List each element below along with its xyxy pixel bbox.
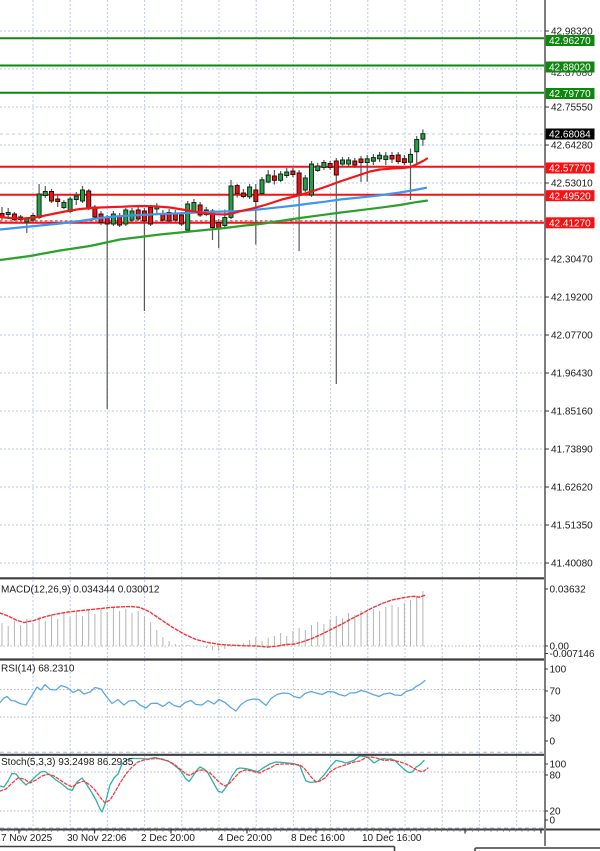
svg-text:42.30470: 42.30470 (551, 255, 593, 266)
svg-text:80: 80 (550, 771, 562, 782)
svg-text:42.88020: 42.88020 (549, 63, 591, 74)
svg-text:2 Dec 20:00: 2 Dec 20:00 (141, 833, 195, 844)
svg-text:42.19200: 42.19200 (551, 293, 593, 304)
svg-text:41.85160: 41.85160 (551, 407, 593, 418)
svg-text:42.41270: 42.41270 (549, 218, 591, 229)
svg-text:41.51350: 41.51350 (551, 521, 593, 532)
svg-text:0: 0 (550, 737, 556, 748)
svg-text:8 Dec 16:00: 8 Dec 16:00 (291, 833, 345, 844)
svg-text:30 Nov 22:06: 30 Nov 22:06 (67, 833, 127, 844)
svg-text:42.07700: 42.07700 (551, 331, 593, 342)
svg-text:30: 30 (550, 714, 562, 725)
svg-text:0: 0 (550, 816, 556, 827)
svg-text:4 Dec 20:00: 4 Dec 20:00 (218, 833, 272, 844)
svg-text:7 Nov 2025: 7 Nov 2025 (1, 833, 53, 844)
svg-text:MACD(12,26,9) 0.034344 0.03001: MACD(12,26,9) 0.034344 0.030012 (1, 585, 160, 596)
svg-text:41.62620: 41.62620 (551, 483, 593, 494)
svg-text:42.57770: 42.57770 (549, 164, 591, 175)
svg-text:42.49520: 42.49520 (549, 191, 591, 202)
svg-text:RSI(14) 68.2310: RSI(14) 68.2310 (1, 664, 75, 675)
svg-text:0.03632: 0.03632 (550, 585, 587, 596)
svg-text:42.53010: 42.53010 (551, 179, 593, 190)
svg-text:42.96270: 42.96270 (549, 36, 591, 47)
svg-text:0.00: 0.00 (550, 642, 570, 653)
svg-text:42.75550: 42.75550 (551, 103, 593, 114)
svg-text:70: 70 (550, 687, 562, 698)
svg-text:42.98320: 42.98320 (551, 27, 593, 38)
svg-text:42.87080: 42.87080 (551, 68, 593, 79)
svg-text:10 Dec 16:00: 10 Dec 16:00 (362, 833, 422, 844)
svg-text:100: 100 (550, 760, 567, 771)
svg-text:41.40080: 41.40080 (551, 559, 593, 570)
svg-text:42.68084: 42.68084 (549, 130, 591, 141)
svg-text:Stoch(5,3,3) 93.2498 86.2935: Stoch(5,3,3) 93.2498 86.2935 (1, 757, 134, 768)
svg-text:42.79770: 42.79770 (549, 89, 591, 100)
svg-text:42.64280: 42.64280 (551, 141, 593, 152)
svg-text:-0.007146: -0.007146 (550, 649, 595, 660)
svg-text:41.73890: 41.73890 (551, 445, 593, 456)
svg-text:20: 20 (550, 807, 562, 818)
svg-text:100: 100 (550, 665, 567, 676)
svg-text:41.96430: 41.96430 (551, 369, 593, 380)
